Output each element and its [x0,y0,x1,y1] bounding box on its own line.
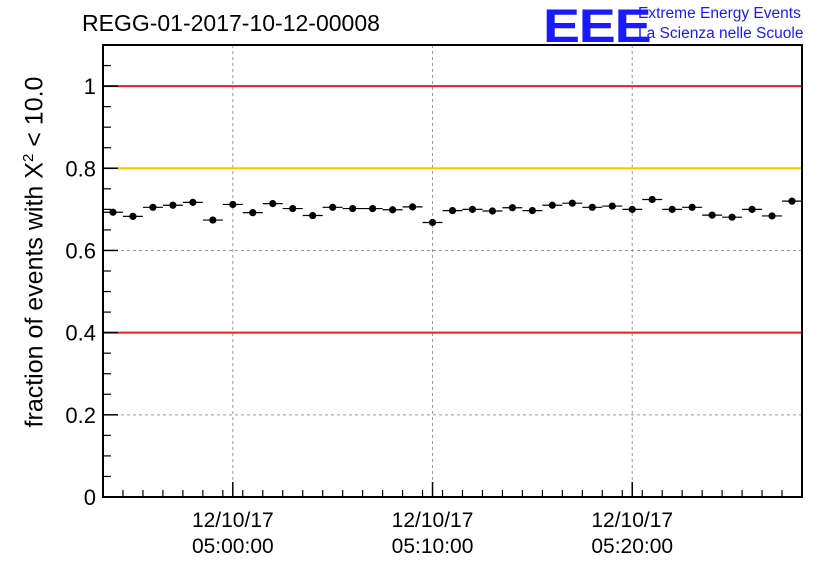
data-point [169,201,177,209]
data-point [149,203,157,211]
reference-lines [103,85,802,334]
x-tick-label: 12/10/17 05:10:00 [392,508,474,560]
x-axis [122,482,783,497]
y-tick-label: 1 [84,74,96,99]
x-tick-label: 12/10/17 05:20:00 [591,508,673,560]
y-axis-label-superscript: 2 [20,153,38,163]
y-tick-label: 0.6 [65,238,96,263]
data-point [528,206,536,215]
x-tick-time: 05:00:00 [191,535,274,558]
y-axis: 0 0.2 0.4 0.6 0.8 1 [65,64,118,510]
data-point [668,205,676,213]
data-point [329,203,337,211]
x-tick-date: 12/10/17 [191,509,274,532]
data-point [189,198,197,206]
data-point [728,213,736,221]
data-point [109,208,117,216]
logo-line-1: Extreme Energy Events [638,5,801,22]
data-point [748,205,756,213]
data-point [249,209,257,217]
logo-line-2: La Scienza nelle Scuole [638,25,804,42]
data-point [788,197,796,205]
y-tick-label: 0.4 [65,321,96,346]
y-axis-label-threshold: < 10.0 [20,76,49,154]
grid-lines [103,45,802,497]
data-point [428,218,437,227]
data-point [608,202,616,210]
chart-title: REGG-01-2017-10-12-00008 [82,10,380,36]
data-point [269,200,277,208]
data-point [708,211,716,219]
x-tick-time: 05:10:00 [391,535,474,558]
data-point [568,199,576,207]
x-tick-label: 12/10/17 05:00:00 [192,508,274,560]
data-point [628,205,636,213]
data-point [289,204,297,213]
data-point [588,203,596,211]
data-point [688,203,696,211]
data-point [648,195,656,204]
data-point [468,205,477,213]
data-point [768,212,776,220]
data-point [508,204,517,212]
data-points [103,195,802,227]
data-point [388,206,397,214]
y-tick-label: 0 [84,485,96,510]
data-point [369,204,377,213]
plot-frame [102,44,803,498]
eee-logo: EEE [543,0,652,52]
data-point [548,201,556,209]
data-point [209,216,217,224]
data-point [229,200,237,209]
data-point [408,203,417,211]
y-axis-label-text: fraction of events with X [20,162,49,428]
data-point [349,204,357,213]
x-tick-time: 05:20:00 [591,535,674,558]
logo-caption: Extreme Energy Events La Scienza nelle S… [638,4,803,44]
data-point [448,206,457,215]
data-point [309,211,317,220]
data-point [488,207,497,215]
y-tick-label: 0.2 [65,403,96,428]
y-axis-label: fraction of events with X2 < 10.0 [20,76,50,428]
x-tick-date: 12/10/17 [391,509,474,532]
data-point [129,212,137,220]
y-tick-label: 0.8 [65,156,96,181]
x-tick-date: 12/10/17 [591,509,674,532]
